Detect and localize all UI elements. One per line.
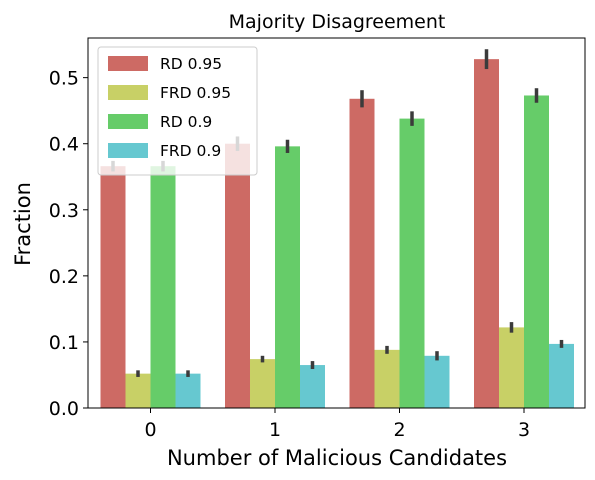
legend-label: RD 0.95 [160, 55, 222, 73]
x-tick-label: 0 [144, 419, 156, 441]
y-tick-label: 0.3 [49, 200, 79, 222]
y-tick-label: 0.5 [49, 68, 79, 90]
bar-frd-0.95-1 [250, 359, 275, 408]
bar-rd-0.9-1 [275, 146, 300, 408]
y-tick-label: 0.2 [49, 266, 79, 288]
x-axis-label: Number of Malicious Candidates [167, 446, 507, 470]
y-tick-label: 0.4 [49, 134, 79, 156]
y-axis-label: Fraction [11, 182, 35, 266]
bar-rd-0.9-0 [150, 166, 176, 408]
plot-frame [87, 37, 586, 409]
x-axis-ticks: 0 1 2 3 [144, 408, 530, 441]
bar-frd-0.95-0 [125, 373, 151, 408]
y-axis-ticks: 0.0 0.1 0.2 0.3 0.4 0.5 [49, 68, 88, 420]
y-tick-label: 0.0 [49, 398, 79, 420]
bar-frd-0.95-3 [499, 327, 524, 408]
x-tick-label: 2 [393, 419, 405, 441]
bar-rd-0.95-2 [349, 98, 375, 409]
bar-rd-0.95-1 [225, 143, 250, 408]
chart-title: Majority Disagreement [229, 11, 446, 33]
legend-swatch [108, 85, 148, 100]
x-tick-label: 3 [518, 419, 530, 441]
y-tick-label: 0.1 [49, 332, 79, 354]
bar-frd-0.9-0 [175, 373, 201, 408]
bars-group [100, 59, 574, 409]
legend-label: FRD 0.95 [160, 84, 231, 102]
bar-frd-0.9-3 [549, 343, 574, 408]
legend-label: RD 0.9 [160, 113, 212, 131]
x-tick-label: 1 [269, 419, 281, 441]
legend-swatch [108, 114, 148, 129]
bar-frd-0.95-2 [374, 349, 400, 408]
bar-rd-0.9-2 [399, 118, 425, 408]
legend-swatch [108, 143, 148, 158]
legend: RD 0.95 FRD 0.95 RD 0.9 FRD 0.9 [97, 46, 258, 176]
bar-rd-0.9-3 [524, 95, 549, 408]
bar-rd-0.95-3 [474, 59, 499, 409]
legend-swatch [108, 56, 148, 71]
bar-frd-0.9-1 [300, 365, 325, 408]
bar-rd-0.95-0 [100, 166, 126, 408]
legend-label: FRD 0.9 [160, 142, 221, 160]
bar-frd-0.9-2 [424, 355, 450, 408]
